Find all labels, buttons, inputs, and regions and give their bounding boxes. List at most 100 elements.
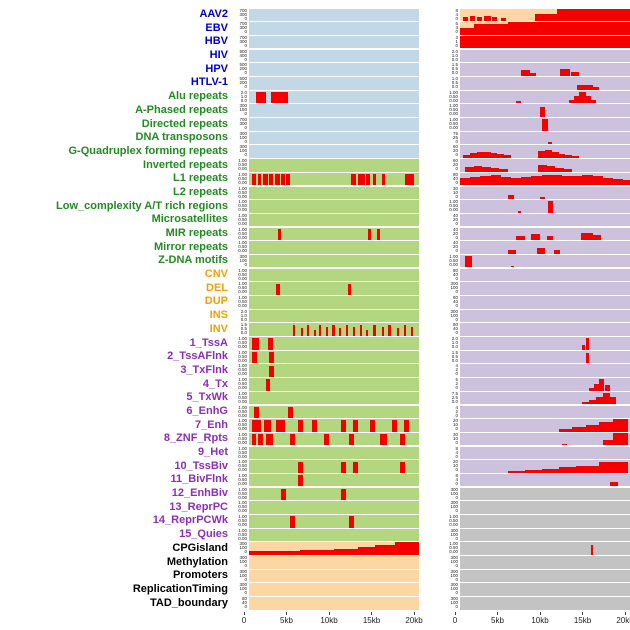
signal-bar	[460, 36, 630, 49]
panel-gap	[419, 378, 444, 392]
track-label: CNV	[204, 268, 228, 281]
signal-bar	[538, 165, 547, 172]
track-label: 14_ReprPCWk	[152, 514, 228, 527]
x-tick-mark	[624, 611, 626, 615]
y-axis-ticks: 0 150 300	[233, 104, 249, 117]
signal-bar	[298, 461, 304, 473]
y-tick-label: 0.00	[238, 439, 247, 445]
signal-bar	[345, 325, 349, 336]
panel-gap	[419, 446, 444, 460]
signal-bar	[613, 179, 624, 186]
x-tick-mark	[328, 611, 330, 615]
y-tick-label: 0	[455, 193, 458, 199]
y-tick-label: 100	[450, 312, 458, 318]
y-tick-label: 75	[452, 130, 458, 136]
y-tick-label: 0	[244, 138, 247, 144]
track-label: 5_TxWk	[186, 391, 228, 404]
signal-bar	[357, 547, 375, 555]
y-tick-label: 0	[244, 56, 247, 62]
left-track-plot	[249, 378, 419, 391]
y-tick-label: 300	[239, 582, 247, 588]
y-axis-ticks: 0.00 0.50 1.00	[233, 364, 249, 377]
signal-bar	[352, 327, 355, 336]
signal-bar	[277, 228, 282, 241]
track-row: 7_Enh 0.00 0.50 1.00 0 10 20	[0, 419, 630, 433]
panel-gap	[419, 556, 444, 570]
y-axis-ticks: 0 200 500	[233, 63, 249, 76]
right-track-plot	[460, 501, 630, 514]
panel-gap	[419, 159, 444, 173]
left-track-plot	[249, 597, 419, 610]
y-tick-label: 0	[455, 467, 458, 473]
signal-bar	[604, 385, 610, 391]
panel-gap	[419, 309, 444, 323]
signal-bar	[482, 166, 491, 172]
signal-bar	[262, 173, 268, 186]
y-tick-label: 40	[452, 212, 458, 218]
right-track-plot	[460, 131, 630, 145]
y-axis-ticks: 0 100 300	[444, 528, 460, 542]
y-tick-label: 1.00	[238, 295, 247, 301]
signal-bar	[507, 195, 515, 200]
y-axis-ticks: 0 10 30	[444, 432, 460, 446]
track-row: 10_TssBiv 0.00 0.50 1.00 0 10 20	[0, 460, 630, 474]
signal-bar	[548, 142, 552, 145]
y-tick-label: 0	[455, 604, 458, 610]
y-tick-label: 60	[452, 144, 458, 150]
y-axis-ticks: 0 100 300	[444, 597, 460, 610]
y-tick-label: 0.00	[449, 261, 458, 267]
y-axis-ticks: 0 100 300	[233, 556, 249, 569]
signal-bar	[585, 338, 590, 350]
signal-bar	[252, 352, 258, 364]
track-row: 5_TxWk 0.00 0.50 1.00 0.0 2.5 7.5	[0, 391, 630, 405]
panel-gap	[419, 295, 444, 309]
y-axis-ticks: 0 20 60	[444, 159, 460, 172]
y-axis-ticks: 0 400 900	[233, 49, 249, 63]
left-track-plot	[249, 391, 419, 405]
y-tick-label: 0.00	[238, 275, 247, 281]
y-tick-label: 0	[455, 412, 458, 418]
signal-bar	[504, 155, 511, 158]
right-track-plot	[460, 213, 630, 227]
signal-bar	[551, 175, 562, 186]
signal-bar	[281, 173, 285, 186]
signal-bar	[596, 396, 603, 405]
signal-bar	[563, 169, 573, 172]
y-axis-ticks: 0.00 0.50 1.00	[233, 487, 249, 501]
y-tick-label: 1.00	[238, 226, 247, 232]
y-axis-ticks: 0 100 300	[233, 131, 249, 145]
track-label: INV	[209, 322, 228, 335]
signal-bar	[582, 344, 585, 350]
y-tick-label: 0	[244, 29, 247, 35]
signal-bar	[269, 173, 273, 186]
y-tick-label: 300	[239, 38, 247, 44]
track-row: DUP 0.00 0.50 1.00 0 40 80	[0, 295, 630, 309]
y-tick-label: 40	[241, 600, 247, 606]
panel-gap	[419, 8, 444, 22]
x-tick-mark	[454, 611, 456, 615]
signal-bar	[318, 325, 322, 336]
signal-bar	[500, 17, 506, 22]
signal-bar	[403, 420, 409, 432]
y-tick-label: 1.00	[238, 267, 247, 273]
y-tick-label: 700	[239, 34, 247, 40]
signal-bar	[395, 542, 419, 555]
y-tick-label: 100	[239, 586, 247, 592]
signal-bar	[511, 178, 522, 186]
signal-bar	[483, 15, 491, 22]
x-axis: 0 5kb 10kb 15kb 20kb 0 5kb 10kb 15kb 20kb	[0, 611, 630, 629]
y-tick-label: 20	[452, 216, 458, 222]
y-tick-label: 1.00	[449, 103, 458, 109]
track-row: HBV 0 300 700 0 1 3	[0, 35, 630, 49]
y-tick-label: 20	[452, 244, 458, 250]
y-tick-label: 0.0	[451, 84, 458, 90]
panel-gap	[419, 487, 444, 501]
right-track-plot	[460, 159, 630, 172]
y-axis-ticks: 0 20 40	[444, 241, 460, 254]
y-axis-ticks: 0.00 0.50 1.00	[233, 515, 249, 528]
signal-bar	[534, 13, 557, 22]
signal-bar	[579, 91, 586, 104]
signal-bar	[281, 488, 287, 501]
